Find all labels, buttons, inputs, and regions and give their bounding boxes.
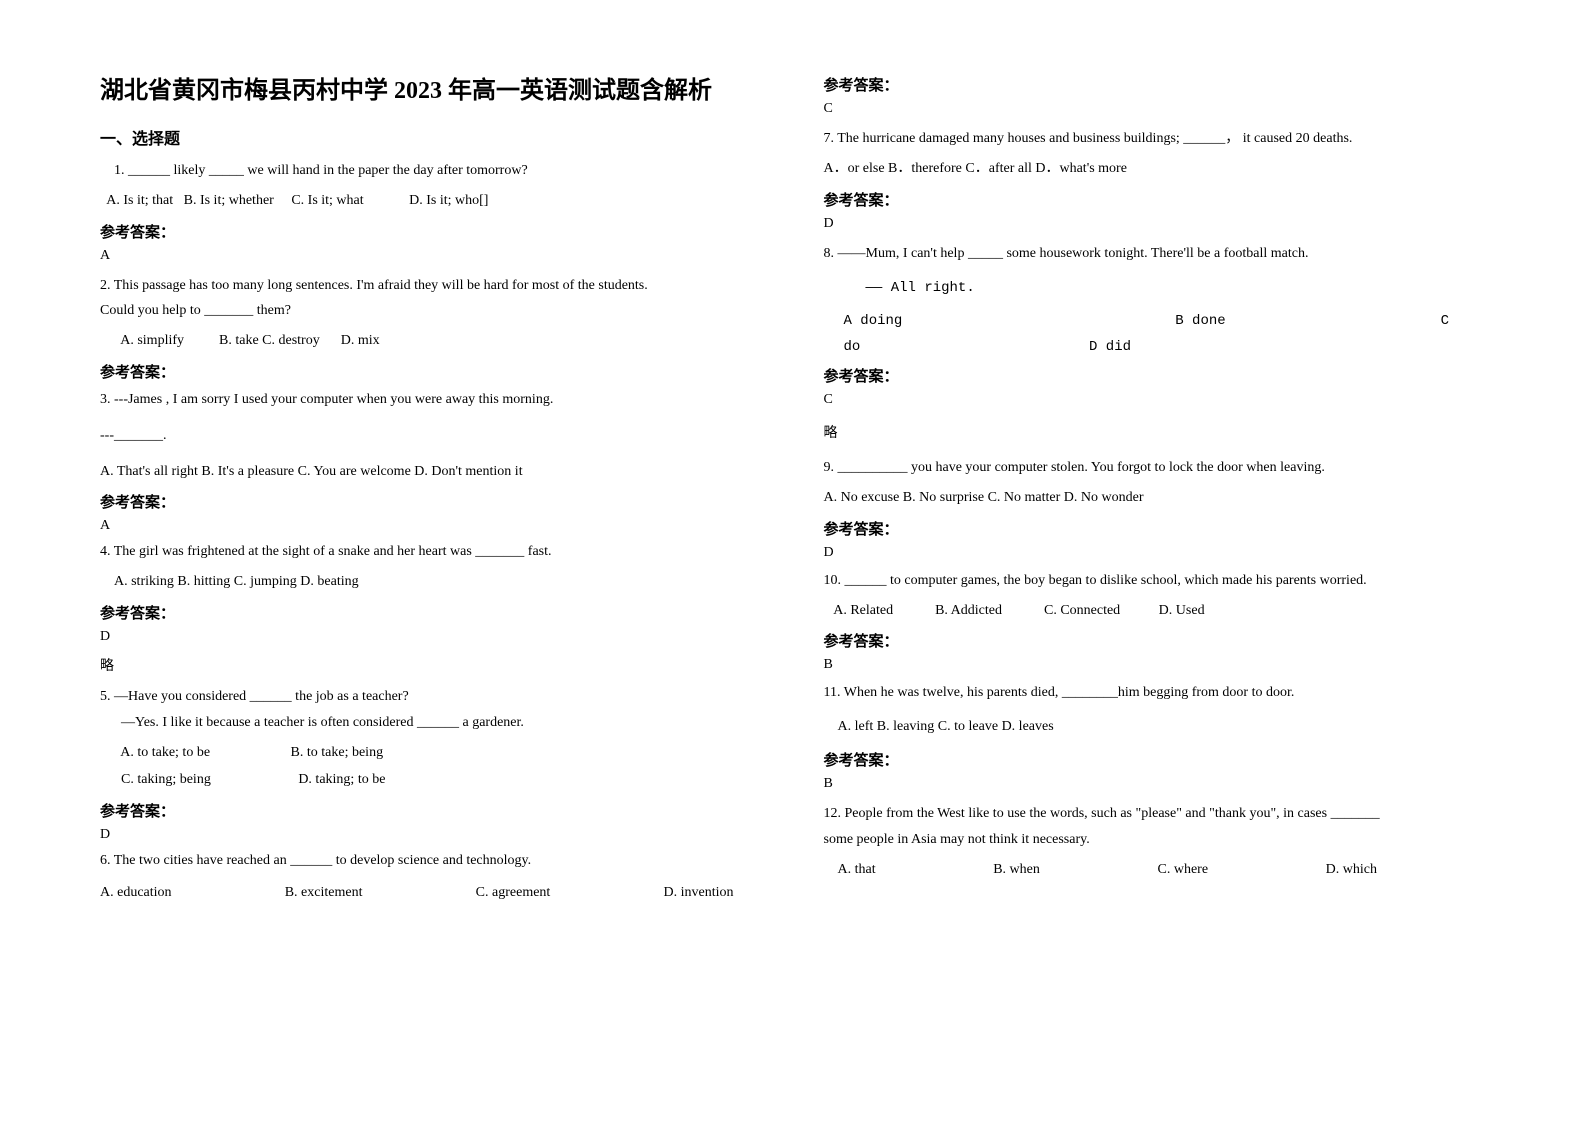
answer-label: 参考答案： [100, 602, 764, 623]
answer-label: 参考答案： [100, 221, 764, 242]
q5-answer: D [100, 827, 764, 843]
page-title: 湖北省黄冈市梅县丙村中学 2023 年高一英语测试题含解析 [100, 70, 764, 105]
q7-text: 7. The hurricane damaged many houses and… [824, 127, 1488, 151]
q12-optC: C. where [1158, 862, 1209, 878]
q12-text2: some people in Asia may not think it nec… [824, 828, 1488, 852]
q4-answer: D [100, 629, 764, 645]
answer-label: 参考答案： [824, 630, 1488, 651]
q1-options: A. Is it; that B. Is it; whether C. Is i… [100, 189, 764, 213]
q6-options: A. education B. excitement C. agreement … [100, 885, 764, 901]
omit-note: 略 [100, 655, 764, 675]
q3-options: A. That's all right B. It's a pleasure C… [100, 460, 764, 484]
left-column: 湖北省黄冈市梅县丙村中学 2023 年高一英语测试题含解析 一、选择题 1. _… [90, 70, 794, 1092]
q8-text2: —— All right. [824, 277, 1488, 301]
answer-label: 参考答案： [824, 189, 1488, 210]
answer-label: 参考答案： [100, 800, 764, 821]
answer-label: 参考答案： [824, 365, 1488, 386]
q5-text2: —Yes. I like it because a teacher is oft… [100, 711, 764, 735]
q9-text: 9. __________ you have your computer sto… [824, 456, 1488, 480]
q5-options1: A. to take; to be B. to take; being [100, 741, 764, 765]
q11-options: A. left B. leaving C. to leave D. leaves [824, 715, 1488, 739]
q8-options2: do D did [824, 339, 1488, 355]
q6-optA: A. education [100, 885, 172, 901]
q8-optD: D did [1089, 339, 1131, 355]
q6-text: 6. The two cities have reached an ______… [100, 849, 764, 873]
q3-answer: A [100, 518, 764, 534]
q12-options: A. that B. when C. where D. which [824, 862, 1488, 878]
q6-optD: D. invention [664, 885, 734, 901]
omit-note: 略 [824, 422, 1488, 442]
q6-optC: C. agreement [476, 885, 551, 901]
q4-options: A. striking B. hitting C. jumping D. bea… [100, 570, 764, 594]
q12-text1: 12. People from the West like to use the… [824, 802, 1488, 826]
q1-answer: A [100, 248, 764, 264]
q11-text: 11. When he was twelve, his parents died… [824, 681, 1488, 705]
q10-text: 10. ______ to computer games, the boy be… [824, 569, 1488, 593]
section-heading: 一、选择题 [100, 125, 764, 149]
q7-answer: D [824, 216, 1488, 232]
right-column: 参考答案： C 7. The hurricane damaged many ho… [794, 70, 1498, 1092]
q8-options1: A doing B done C [824, 313, 1488, 329]
q8-optB: B done [1175, 313, 1440, 329]
q2-text1: 2. This passage has too many long senten… [100, 274, 764, 298]
q8-text1: 8. ——Mum, I can't help _____ some housew… [824, 242, 1488, 266]
q3-text1: 3. ---James , I am sorry I used your com… [100, 388, 764, 412]
q6-optB: B. excitement [285, 885, 363, 901]
q11-answer: B [824, 776, 1488, 792]
q5-options2: C. taking; being D. taking; to be [100, 768, 764, 792]
q5-text1: 5. —Have you considered ______ the job a… [100, 685, 764, 709]
q9-answer: D [824, 545, 1488, 561]
answer-label: 参考答案： [100, 491, 764, 512]
q8-optA: A doing [824, 313, 1176, 329]
answer-label: 参考答案： [824, 74, 1488, 95]
q12-optB: B. when [993, 862, 1040, 878]
answer-label: 参考答案： [100, 361, 764, 382]
q2-options: A. simplify B. take C. destroy D. mix [100, 329, 764, 353]
q12-optD: D. which [1326, 862, 1377, 878]
q3-text2: ---_______. [100, 424, 764, 448]
q9-options: A. No excuse B. No surprise C. No matter… [824, 486, 1488, 510]
q10-options: A. Related B. Addicted C. Connected D. U… [824, 599, 1488, 623]
answer-label: 参考答案： [824, 749, 1488, 770]
q2-text2: Could you help to _______ them? [100, 299, 764, 323]
q8-answer: C [824, 392, 1488, 408]
q8-optDo: do [824, 339, 1089, 355]
q12-optA: A. that [838, 862, 876, 878]
q8-optC: C [1441, 313, 1449, 329]
q10-answer: B [824, 657, 1488, 673]
q1-text: 1. ______ likely _____ we will hand in t… [100, 159, 764, 183]
q4-text: 4. The girl was frightened at the sight … [100, 540, 764, 564]
q7-options: A．or else B．therefore C．after all D．what… [824, 157, 1488, 181]
answer-label: 参考答案： [824, 518, 1488, 539]
exam-page: 湖北省黄冈市梅县丙村中学 2023 年高一英语测试题含解析 一、选择题 1. _… [0, 0, 1587, 1122]
q6-answer: C [824, 101, 1488, 117]
